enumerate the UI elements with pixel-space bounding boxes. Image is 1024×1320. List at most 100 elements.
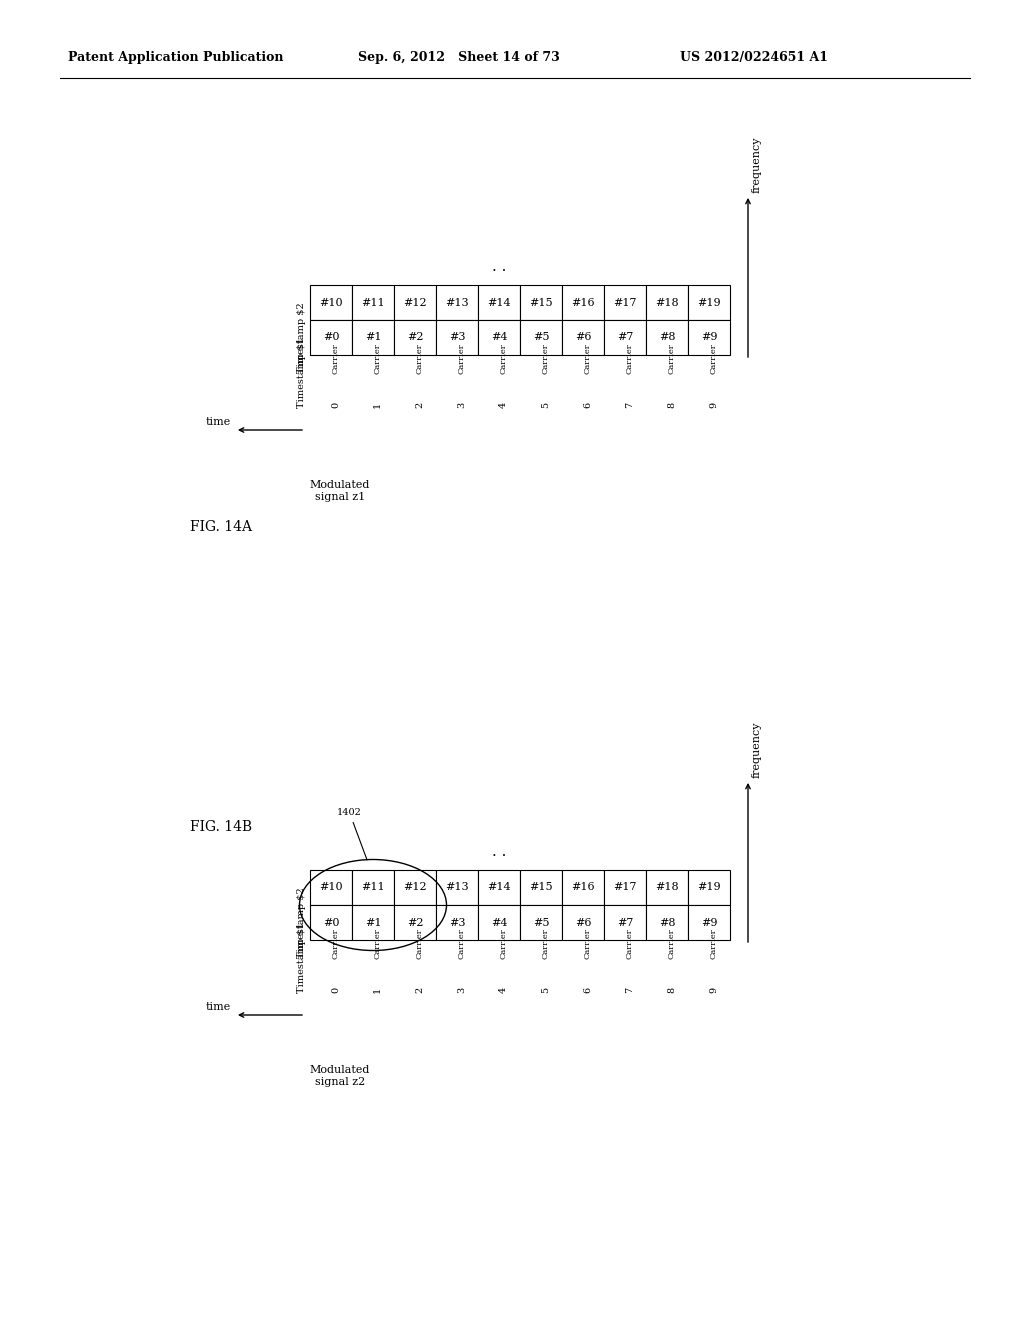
Text: Modulated
signal z2: Modulated signal z2: [310, 1065, 371, 1086]
Text: Carrier: Carrier: [583, 343, 591, 375]
Text: 4: 4: [499, 401, 508, 408]
Text: time: time: [206, 1002, 231, 1012]
Text: #18: #18: [655, 883, 679, 892]
Text: #10: #10: [319, 297, 343, 308]
Text: Carrier: Carrier: [331, 929, 339, 960]
Bar: [520, 319, 562, 355]
Text: 8: 8: [667, 401, 676, 408]
Text: 5: 5: [541, 987, 550, 993]
Bar: [520, 906, 562, 940]
Text: Timestamp $2: Timestamp $2: [298, 887, 306, 958]
Text: 8: 8: [667, 987, 676, 993]
Bar: [688, 319, 730, 355]
Text: #5: #5: [532, 917, 549, 928]
Bar: [436, 319, 478, 355]
Bar: [478, 285, 520, 319]
Text: Carrier: Carrier: [457, 343, 465, 375]
Text: #12: #12: [403, 297, 427, 308]
Text: Carrier: Carrier: [373, 929, 381, 960]
Text: #1: #1: [365, 917, 381, 928]
Text: #14: #14: [487, 883, 511, 892]
Text: #14: #14: [487, 297, 511, 308]
Bar: [646, 319, 688, 355]
Bar: [562, 870, 604, 906]
Text: #6: #6: [574, 333, 591, 342]
Text: 1402: 1402: [337, 808, 367, 859]
Text: Patent Application Publication: Patent Application Publication: [68, 51, 284, 65]
Text: #15: #15: [529, 297, 553, 308]
Text: 0: 0: [331, 987, 340, 993]
Text: #2: #2: [407, 917, 423, 928]
Bar: [478, 906, 520, 940]
Text: Carrier: Carrier: [583, 929, 591, 960]
Text: #19: #19: [697, 297, 721, 308]
Bar: [394, 319, 436, 355]
Text: Carrier: Carrier: [709, 343, 717, 375]
Text: #4: #4: [490, 917, 507, 928]
Text: 1: 1: [373, 401, 382, 408]
Bar: [562, 906, 604, 940]
Text: 2: 2: [415, 401, 424, 408]
Text: #4: #4: [490, 333, 507, 342]
Bar: [436, 870, 478, 906]
Text: #17: #17: [613, 883, 637, 892]
Bar: [646, 870, 688, 906]
Bar: [352, 870, 394, 906]
Text: #13: #13: [445, 883, 469, 892]
Text: Carrier: Carrier: [415, 929, 423, 960]
Text: Modulated
signal z1: Modulated signal z1: [310, 480, 371, 502]
Text: #11: #11: [361, 297, 385, 308]
Text: time: time: [206, 417, 231, 426]
Bar: [310, 285, 352, 319]
Bar: [436, 906, 478, 940]
Text: #19: #19: [697, 883, 721, 892]
Text: 1: 1: [373, 987, 382, 993]
Bar: [520, 870, 562, 906]
Text: FIG. 14A: FIG. 14A: [190, 520, 252, 535]
Text: . .: . .: [492, 260, 506, 275]
Text: 7: 7: [625, 987, 634, 993]
Text: #5: #5: [532, 333, 549, 342]
Bar: [688, 906, 730, 940]
Text: #10: #10: [319, 883, 343, 892]
Text: Carrier: Carrier: [667, 343, 675, 375]
Bar: [688, 285, 730, 319]
Bar: [604, 906, 646, 940]
Text: #15: #15: [529, 883, 553, 892]
Bar: [352, 319, 394, 355]
Bar: [394, 906, 436, 940]
Text: Carrier: Carrier: [373, 343, 381, 375]
Text: #18: #18: [655, 297, 679, 308]
Text: #1: #1: [365, 333, 381, 342]
Text: 9: 9: [709, 401, 718, 408]
Bar: [604, 870, 646, 906]
Bar: [604, 319, 646, 355]
Text: 6: 6: [583, 401, 592, 408]
Bar: [478, 870, 520, 906]
Text: 3: 3: [457, 401, 466, 408]
Text: #7: #7: [616, 333, 633, 342]
Text: Carrier: Carrier: [331, 343, 339, 375]
Text: 9: 9: [709, 987, 718, 993]
Bar: [352, 906, 394, 940]
Bar: [310, 319, 352, 355]
Bar: [394, 870, 436, 906]
Text: Carrier: Carrier: [541, 343, 549, 375]
Text: #0: #0: [323, 333, 339, 342]
Text: Carrier: Carrier: [625, 343, 633, 375]
Text: #13: #13: [445, 297, 469, 308]
Bar: [394, 285, 436, 319]
Text: Carrier: Carrier: [499, 929, 507, 960]
Text: Sep. 6, 2012   Sheet 14 of 73: Sep. 6, 2012 Sheet 14 of 73: [358, 51, 560, 65]
Bar: [562, 319, 604, 355]
Text: 3: 3: [457, 987, 466, 993]
Text: #16: #16: [571, 297, 595, 308]
Text: Carrier: Carrier: [415, 343, 423, 375]
Bar: [310, 870, 352, 906]
Text: Timestamp $1: Timestamp $1: [298, 923, 306, 993]
Bar: [520, 285, 562, 319]
Text: 5: 5: [541, 401, 550, 408]
Bar: [436, 285, 478, 319]
Bar: [604, 285, 646, 319]
Bar: [478, 319, 520, 355]
